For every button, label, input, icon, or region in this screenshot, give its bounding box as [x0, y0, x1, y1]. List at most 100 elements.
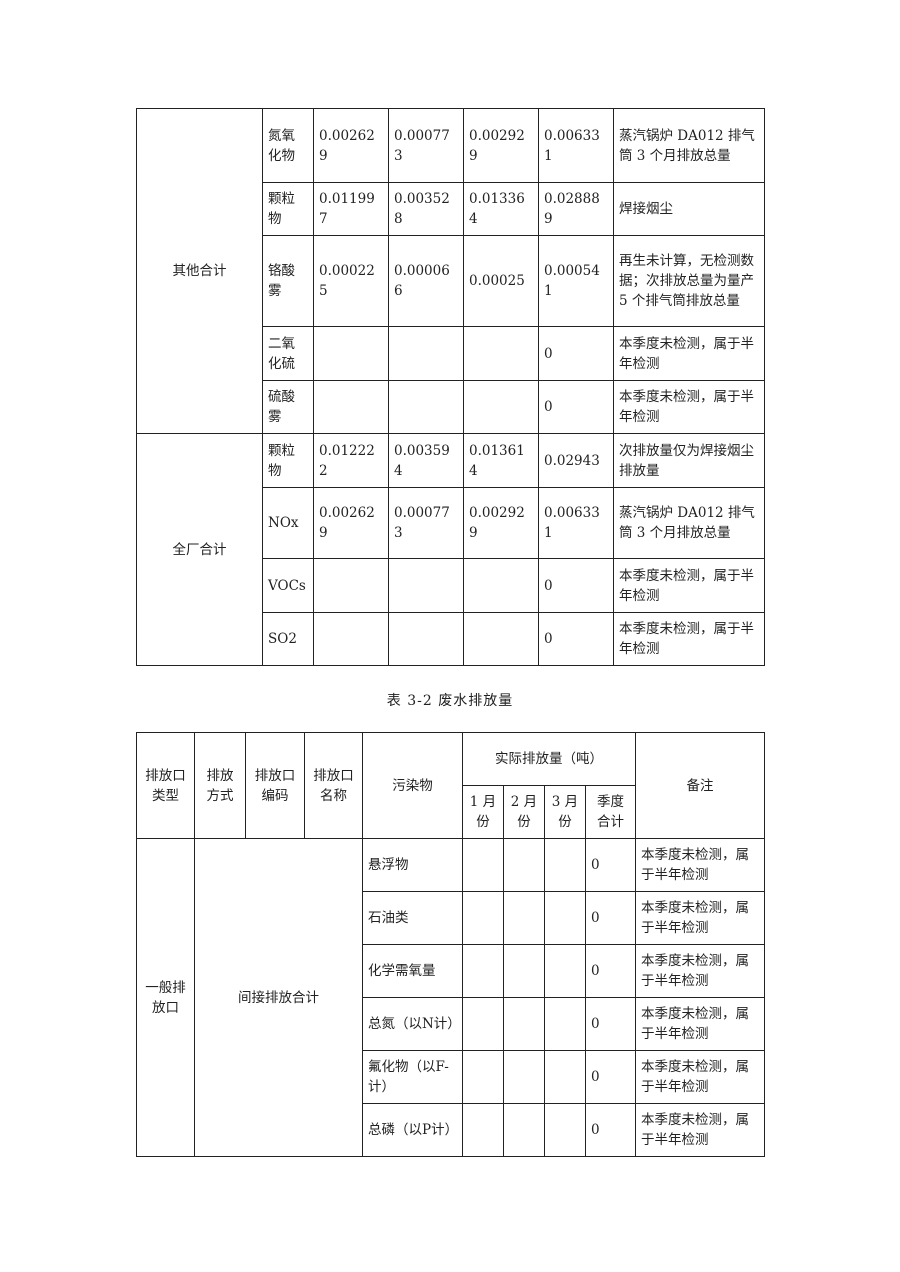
- table-row: VOCs 0 本季度未检测，属于半年检测: [137, 558, 765, 613]
- cell-pollutant: 总氮（以N计）: [362, 997, 463, 1051]
- cell-m3: [463, 612, 539, 666]
- cell-month: [503, 997, 545, 1051]
- cell-note: 本季度未检测，属于半年检测: [635, 891, 765, 945]
- cell-note: 再生未计算，无检测数据；次排放总量为量产 5 个排气筒排放总量: [613, 235, 765, 327]
- cell-pollutant: 颗粒物: [262, 433, 314, 488]
- header-m1: 1 月份: [462, 785, 504, 839]
- cell-month: [544, 838, 586, 892]
- cell-month: [503, 891, 545, 945]
- cell-note: 本季度未检测，属于半年检测: [635, 1103, 765, 1157]
- table-row: 一般排放口 间接排放合计 悬浮物 0 本季度未检测，属于半年检测: [136, 838, 765, 1157]
- wastewater-table: 排放口类型 排放方式 排放口编码 排放口名称 污染物 实际排放量（吨） 备注 1…: [136, 732, 765, 1157]
- cell-month: [544, 1103, 586, 1157]
- table-row: SO2 0 本季度未检测，属于半年检测: [137, 612, 765, 666]
- cell-total: 0: [538, 612, 614, 666]
- table-row: 总磷（以P计） 0 本季度未检测，属于半年检测: [137, 1103, 765, 1157]
- cell-total: 0.02943: [538, 433, 614, 488]
- cell-month: [503, 944, 545, 998]
- header-code: 排放口编码: [245, 732, 305, 839]
- cell-month: [462, 997, 504, 1051]
- cell-m2: [388, 612, 464, 666]
- discharge-method: 间接排放合计: [194, 838, 363, 1157]
- cell-pollutant: 石油类: [362, 891, 463, 945]
- cell-pollutant: 悬浮物: [362, 838, 463, 892]
- cell-m3: 0.013614: [463, 433, 539, 488]
- header-quarter: 季度合计: [585, 785, 636, 839]
- cell-month: [503, 838, 545, 892]
- cell-total: 0: [538, 558, 614, 613]
- cell-total: 0.000541: [538, 235, 614, 327]
- cell-month: [544, 1050, 586, 1104]
- cell-note: 本季度未检测，属于半年检测: [635, 997, 765, 1051]
- cell-pollutant: 硫酸雾: [262, 380, 314, 434]
- group-name: 全厂合计: [136, 433, 263, 666]
- table-row: 硫酸雾 0 本季度未检测，属于半年检测: [137, 380, 765, 434]
- cell-month: [462, 1103, 504, 1157]
- cell-month: [544, 944, 586, 998]
- cell-m1: [313, 380, 389, 434]
- table-row: 氟化物（以F-计） 0 本季度未检测，属于半年检测: [137, 1050, 765, 1104]
- cell-month: [503, 1050, 545, 1104]
- cell-total: 0: [585, 1050, 636, 1104]
- cell-m3: [463, 380, 539, 434]
- cell-month: [544, 997, 586, 1051]
- cell-m1: 0.002629: [313, 108, 389, 183]
- cell-m3: [463, 326, 539, 381]
- cell-m2: 0.000066: [388, 235, 464, 327]
- cell-m3: 0.002929: [463, 108, 539, 183]
- cell-note: 本季度未检测，属于半年检测: [613, 558, 765, 613]
- header-actual: 实际排放量（吨）: [462, 732, 636, 786]
- table-row: 石油类 0 本季度未检测，属于半年检测: [137, 891, 765, 945]
- cell-note: 本季度未检测，属于半年检测: [613, 380, 765, 434]
- cell-pollutant: VOCs: [262, 558, 314, 613]
- cell-m3: 0.00025: [463, 235, 539, 327]
- header-method: 排放方式: [194, 732, 246, 839]
- cell-pollutant: 铬酸雾: [262, 235, 314, 327]
- cell-pollutant: 二氧化硫: [262, 326, 314, 381]
- table-row: 全厂合计 颗粒物 0.012222 0.003594 0.013614 0.02943 次排…: [136, 433, 765, 666]
- cell-note: 本季度未检测，属于半年检测: [635, 1050, 765, 1104]
- cell-m3: [463, 558, 539, 613]
- cell-total: 0: [585, 891, 636, 945]
- cell-m2: [388, 380, 464, 434]
- cell-month: [462, 944, 504, 998]
- cell-note: 次排放量仅为焊接烟尘排放量: [613, 433, 765, 488]
- cell-m1: 0.012222: [313, 433, 389, 488]
- cell-pollutant: SO2: [262, 612, 314, 666]
- cell-m2: [388, 326, 464, 381]
- cell-note: 本季度未检测，属于半年检测: [635, 838, 765, 892]
- cell-m1: 0.011997: [313, 182, 389, 236]
- cell-month: [462, 1050, 504, 1104]
- cell-total: 0: [585, 944, 636, 998]
- table-row: NOx 0.002629 0.000773 0.002929 0.006331 蒸汽锅炉 …: [137, 487, 765, 559]
- cell-m1: [313, 326, 389, 381]
- cell-total: 0.006331: [538, 487, 614, 559]
- cell-total: 0.006331: [538, 108, 614, 183]
- cell-month: [544, 891, 586, 945]
- table-row: 其他合计 氮氧化物 0.002629 0.000773 0.002929 0.006331…: [136, 108, 765, 434]
- cell-pollutant: 颗粒物: [262, 182, 314, 236]
- cell-total: 0: [538, 326, 614, 381]
- group-name: 其他合计: [136, 108, 263, 434]
- cell-m3: 0.002929: [463, 487, 539, 559]
- table-caption: 表 3-2 废水排放量: [386, 693, 514, 709]
- cell-pollutant: 化学需氧量: [362, 944, 463, 998]
- cell-total: 0: [585, 838, 636, 892]
- cell-total: 0: [538, 380, 614, 434]
- cell-m2: 0.000773: [388, 487, 464, 559]
- cell-m2: 0.003594: [388, 433, 464, 488]
- cell-m3: 0.013364: [463, 182, 539, 236]
- header-m2: 2 月份: [503, 785, 545, 839]
- cell-note: 蒸汽锅炉 DA012 排气筒 3 个月排放总量: [613, 108, 765, 183]
- cell-total: 0: [585, 1103, 636, 1157]
- cell-note: 蒸汽锅炉 DA012 排气筒 3 个月排放总量: [613, 487, 765, 559]
- cell-m2: 0.000773: [388, 108, 464, 183]
- header-name: 排放口名称: [304, 732, 363, 839]
- cell-m2: [388, 558, 464, 613]
- cell-note: 本季度未检测，属于半年检测: [613, 326, 765, 381]
- cell-month: [462, 891, 504, 945]
- header-note: 备注: [635, 732, 765, 839]
- cell-pollutant: 氟化物（以F-计）: [362, 1050, 463, 1104]
- cell-pollutant: 总磷（以P计）: [362, 1103, 463, 1157]
- cell-pollutant: 氮氧化物: [262, 108, 314, 183]
